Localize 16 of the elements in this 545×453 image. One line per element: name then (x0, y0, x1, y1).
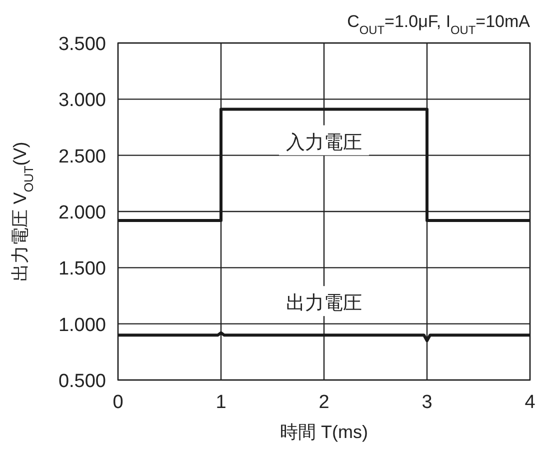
y-tick-label: 1.500 (58, 258, 106, 280)
chart-title: C$_{OUT}$=1.0μF, I$_{OUT}$=10mA (347, 12, 531, 37)
x-tick-label: 0 (112, 392, 124, 413)
y-tick-label: 1.000 (58, 314, 106, 336)
series-label: 入力電圧 (286, 132, 362, 154)
x-axis-title: 時間 T(ms) (280, 422, 368, 442)
y-tick-label: 0.500 (58, 371, 106, 392)
y-tick-label: 2.000 (58, 202, 106, 224)
y-tick-label: 3.000 (58, 90, 106, 112)
x-tick-label: 1 (216, 392, 226, 413)
y-tick-label: 3.500 (58, 34, 106, 55)
y-tick-label: 2.500 (58, 146, 106, 168)
series-label: 出力電圧 (286, 293, 362, 314)
x-tick-label: 3 (422, 392, 432, 413)
x-tick-label: 4 (524, 392, 536, 413)
x-tick-label: 2 (318, 392, 330, 413)
